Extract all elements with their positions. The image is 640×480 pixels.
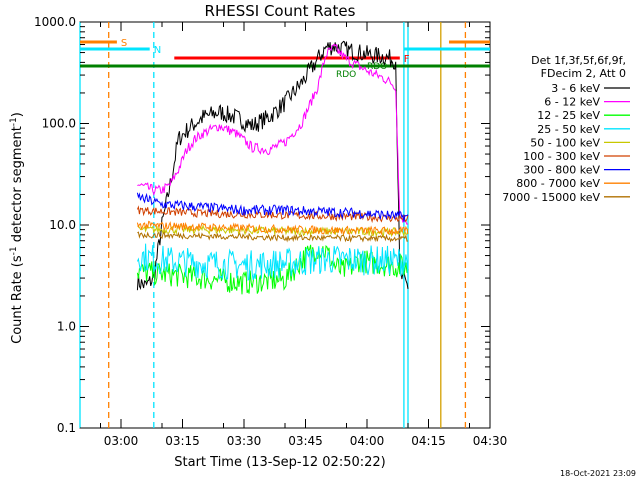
- legend-entry: 50 - 100 keV: [530, 136, 600, 149]
- legend-entry: 7000 - 15000 keV: [502, 191, 600, 204]
- y-tick-label: 0.1: [57, 421, 76, 435]
- rdo-annotation: RDO: [336, 70, 356, 80]
- series-line: [137, 231, 409, 243]
- series-line: [136, 40, 409, 291]
- y-tick-label: 1.0: [57, 320, 76, 334]
- legend-entry: 300 - 800 keV: [523, 164, 600, 177]
- legend-header: Det 1f,3f,5f,6f,9f,: [531, 54, 626, 67]
- x-tick-label: 04:00: [350, 434, 385, 448]
- y-tick-label: 10.0: [49, 218, 76, 232]
- series-line: [136, 205, 409, 224]
- y-tick-label: 1000.0: [34, 15, 76, 29]
- legend-entry: 25 - 50 keV: [537, 123, 600, 136]
- legend-entry: 6 - 12 keV: [544, 96, 600, 109]
- series-line: [136, 243, 409, 282]
- x-tick-label: 03:30: [227, 434, 262, 448]
- x-axis-label: Start Time (13-Sep-12 02:50:22): [174, 455, 385, 470]
- legend-entry: 100 - 300 keV: [523, 150, 600, 163]
- rdo-annotation: RDO: [367, 62, 387, 72]
- x-tick-label: 04:30: [473, 434, 508, 448]
- flag-label: F: [404, 54, 410, 65]
- chart-title: RHESSI Count Rates: [205, 2, 356, 20]
- y-axis-label: Count Rate (s-1 detector segment-1): [9, 112, 25, 344]
- x-tick-label: 03:00: [104, 434, 139, 448]
- legend-entry: 12 - 25 keV: [537, 109, 600, 122]
- series-line: [137, 43, 409, 225]
- series-line: [136, 244, 409, 295]
- x-tick-label: 03:45: [288, 434, 323, 448]
- series-line: [136, 192, 409, 222]
- legend-header: FDecim 2, Att 0: [541, 67, 626, 80]
- x-tick-label: 04:15: [411, 434, 446, 448]
- legend-entry: 800 - 7000 keV: [516, 177, 600, 190]
- series-line: [136, 220, 409, 236]
- timestamp: 18-Oct-2021 23:09: [560, 469, 636, 478]
- legend-entry: 3 - 6 keV: [551, 82, 600, 95]
- y-tick-label: 100.0: [42, 117, 76, 131]
- plot-frame: [79, 21, 491, 429]
- flag-label: N: [154, 45, 161, 56]
- x-tick-label: 03:15: [165, 434, 200, 448]
- flag-label: S: [121, 38, 127, 49]
